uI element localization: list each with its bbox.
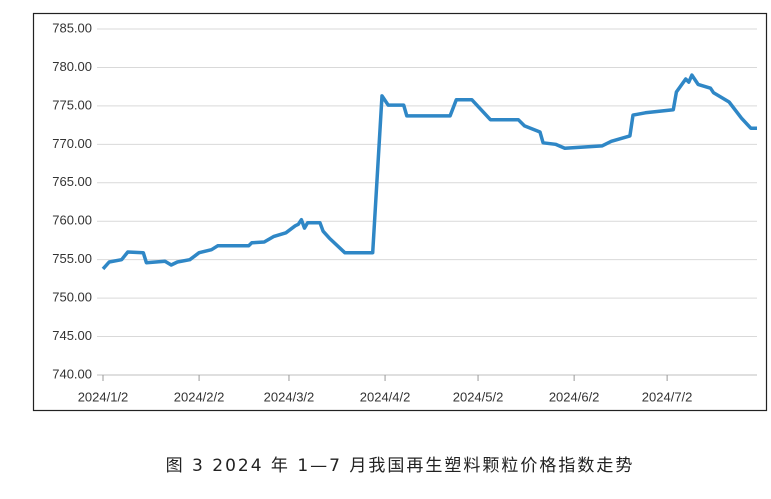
- y-tick-label: 755.00: [52, 251, 92, 266]
- caption: 图 3 2024 年 1—7 月我国再生塑料颗粒价格指数走势: [166, 456, 635, 476]
- x-tick-label: 2024/6/2: [549, 389, 600, 404]
- x-tick-label: 2024/1/2: [78, 389, 129, 404]
- y-tick-label: 765.00: [52, 174, 92, 189]
- y-tick-label: 745.00: [52, 328, 92, 343]
- x-tick-label: 2024/3/2: [264, 389, 315, 404]
- y-tick-label: 780.00: [52, 59, 92, 74]
- y-tick-label: 760.00: [52, 213, 92, 228]
- y-tick-label: 740.00: [52, 366, 92, 381]
- y-tick-label: 750.00: [52, 290, 92, 305]
- x-tick-label: 2024/7/2: [642, 389, 693, 404]
- y-tick-label: 775.00: [52, 97, 92, 112]
- x-tick-label: 2024/5/2: [453, 389, 504, 404]
- line-series: [101, 73, 757, 271]
- y-tick-label: 785.00: [52, 20, 92, 35]
- y-tick-label: 770.00: [52, 136, 92, 151]
- x-tick-label: 2024/4/2: [360, 389, 411, 404]
- frame: [32, 12, 768, 412]
- x-tick-label: 2024/2/2: [174, 389, 225, 404]
